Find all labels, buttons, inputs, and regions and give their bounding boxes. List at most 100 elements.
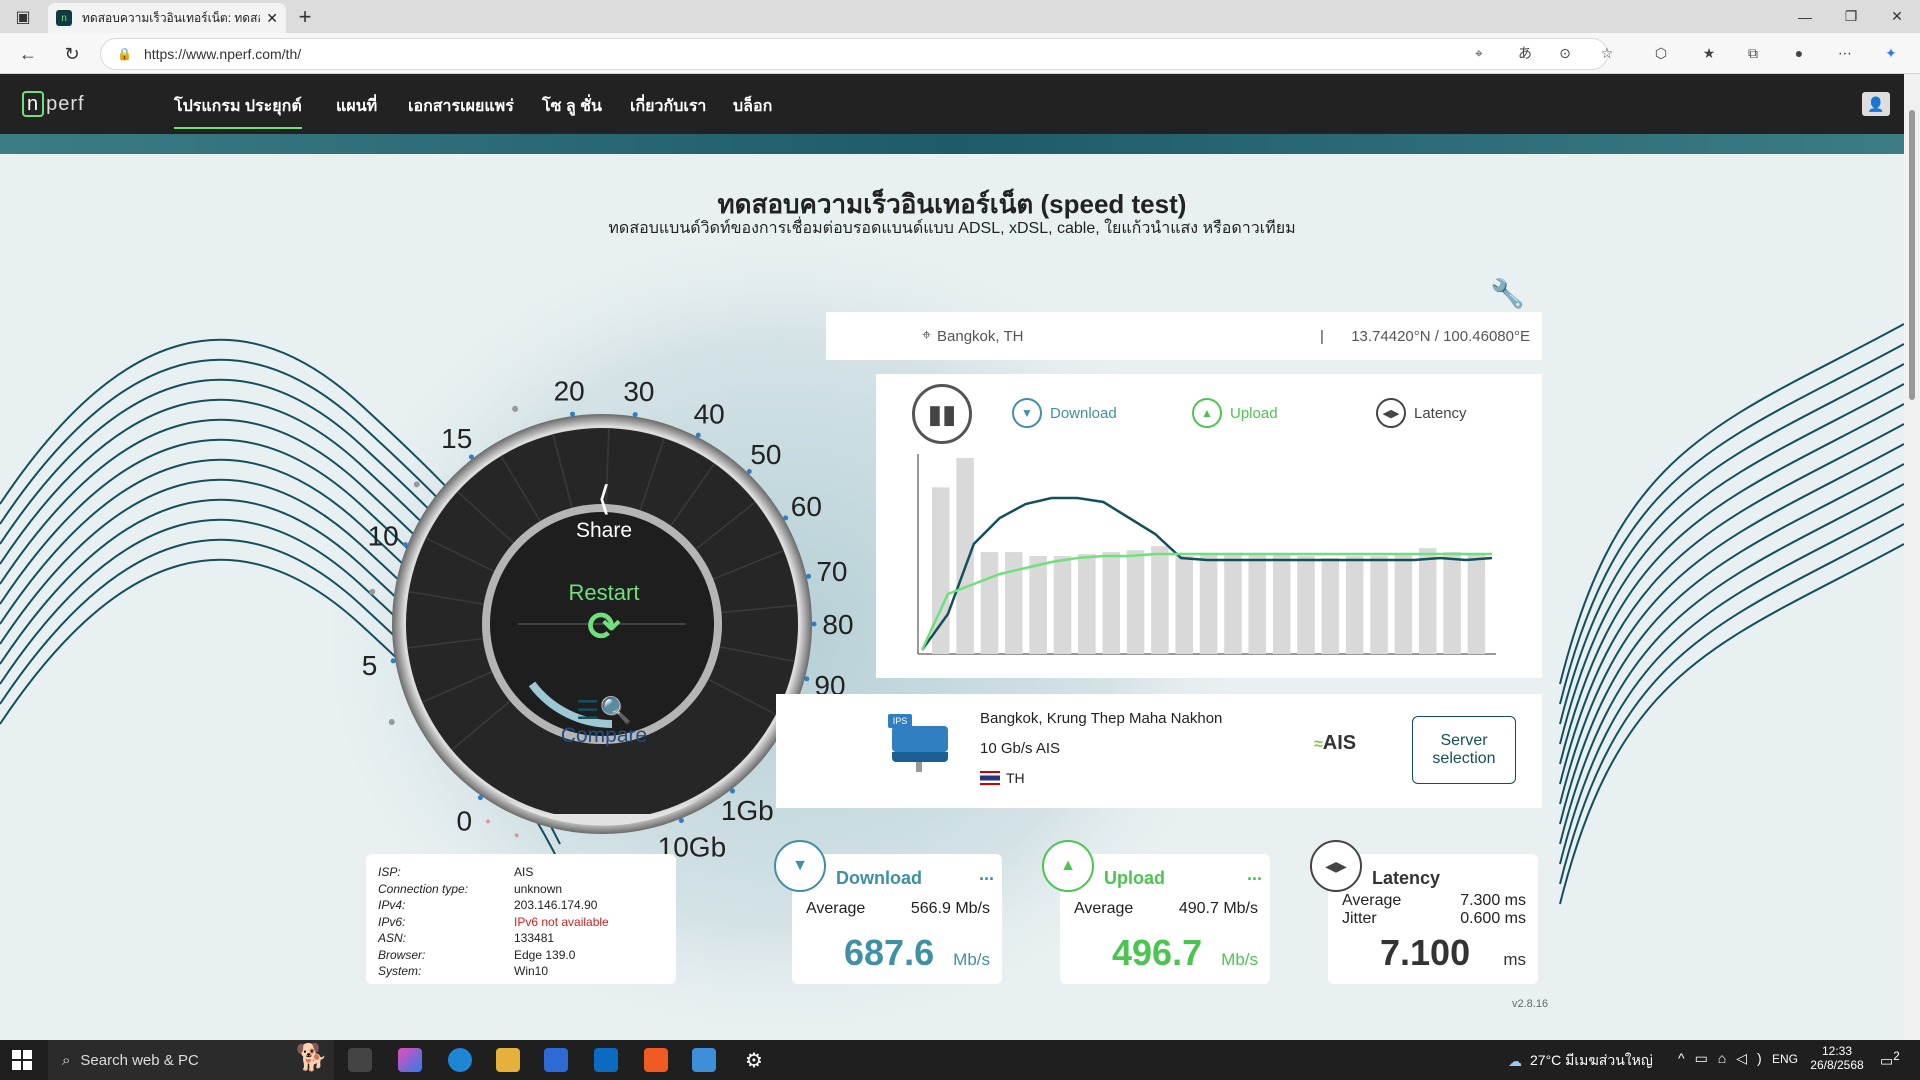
nperf-logo[interactable]: n perf: [22, 91, 85, 117]
header-band: [0, 134, 1904, 154]
compare-label: Compare: [560, 724, 648, 747]
compare-search-icon: ☰🔍: [576, 695, 632, 725]
gauge-segment-line: [712, 549, 785, 580]
more-icon[interactable]: ⋯: [1838, 44, 1852, 61]
collections-icon[interactable]: ⧉: [1748, 44, 1758, 61]
upload-unit: Mb/s: [1221, 950, 1258, 969]
close-window-icon[interactable]: ✕: [1891, 8, 1903, 24]
clock[interactable]: 12:33 26/8/2568: [1810, 1044, 1864, 1072]
chart-bar: [1248, 554, 1267, 654]
outlook-app-icon[interactable]: [594, 1048, 618, 1072]
chart-bar: [1029, 556, 1047, 654]
file-explorer-icon[interactable]: [496, 1048, 520, 1072]
refresh-icon[interactable]: ↻: [64, 43, 80, 64]
share-button[interactable]: ⟨ Share: [560, 479, 648, 543]
connection-value: IPv6 not available: [514, 914, 609, 929]
address-bar[interactable]: 🔒 https://www.nperf.com/th/: [100, 38, 1608, 70]
nperf-favicon-icon: n: [56, 10, 72, 26]
gauge-dot: [486, 819, 490, 824]
location-city: Bangkok, TH: [937, 327, 1024, 345]
profile-icon[interactable]: ●: [1794, 45, 1804, 61]
settings-gear-icon[interactable]: ⚙: [745, 1050, 763, 1072]
copilot-app-icon[interactable]: [398, 1048, 422, 1072]
minimize-icon[interactable]: —: [1798, 8, 1812, 25]
gauge-segment-line: [456, 491, 515, 544]
connection-value: Win10: [514, 964, 549, 979]
upload-avg: 490.7 Mb/s: [1178, 900, 1258, 917]
taskbar-search[interactable]: ⌕ Search web & PC 🐕: [48, 1040, 334, 1080]
wave-line-right: [1559, 543, 1904, 905]
language-indicator[interactable]: ENG: [1772, 1052, 1799, 1066]
edge-app-icon[interactable]: [448, 1048, 472, 1072]
upload-more-button[interactable]: ...: [1246, 864, 1262, 884]
legend-latency[interactable]: ◀▶ Latency: [1376, 398, 1467, 428]
ips-badge: IPS: [888, 714, 912, 728]
nav-blog[interactable]: บล็อก: [733, 98, 773, 115]
notification-icon[interactable]: ▭2: [1880, 1050, 1900, 1069]
server-panel: IPS Bangkok, Krung Thep Maha Nakhon 10 G…: [776, 694, 1542, 808]
favorites-icon[interactable]: ★: [1702, 44, 1716, 61]
upload-arrow-icon: ▲: [1192, 398, 1222, 428]
gauge-label: 15: [441, 423, 472, 454]
brave-app-icon[interactable]: [644, 1048, 668, 1072]
new-tab-icon[interactable]: +: [298, 4, 312, 29]
translate-icon[interactable]: あ: [1518, 45, 1532, 61]
gauge-dot: [512, 405, 519, 412]
browser-toolbar: ← ↻ 🔒 https://www.nperf.com/th/ ⌖ あ ⊙ ☆ …: [0, 33, 1920, 74]
gauge-tick: [390, 658, 396, 664]
nav-about[interactable]: เกี่ยวกับเรา: [630, 98, 707, 115]
store-app-icon[interactable]: [544, 1048, 568, 1072]
user-account-icon[interactable]: 👤: [1862, 92, 1890, 116]
connection-value: 203.146.174.90: [514, 898, 598, 913]
back-icon[interactable]: ←: [19, 43, 37, 64]
nav-solutions[interactable]: โซ ลู ชั่น: [542, 98, 602, 115]
server-selection-button[interactable]: Server selection: [1412, 716, 1516, 784]
legend-upload[interactable]: ▲ Upload: [1192, 398, 1278, 428]
speed-gauge: 05101520304050607080901001Gb10Gb: [362, 375, 854, 862]
gauge-tick: [632, 412, 638, 418]
weather-widget[interactable]: ☁ 27°C มีเมฆส่วนใหญ่: [1508, 1050, 1653, 1072]
chart-bar: [1467, 554, 1486, 654]
scrollbar-thumb[interactable]: [1909, 110, 1915, 400]
nav-publications[interactable]: เอกสารเผยแพร่: [408, 98, 514, 115]
legend-download[interactable]: ▼ Download: [1012, 398, 1117, 428]
compare-button[interactable]: ☰🔍 Compare: [550, 696, 658, 748]
task-view-icon[interactable]: [348, 1048, 372, 1072]
gauge-label: 70: [816, 556, 847, 587]
wave-line-right: [1559, 363, 1904, 725]
chart-bar: [956, 458, 974, 654]
nav-map[interactable]: แผนที่: [336, 98, 378, 115]
progress-arc: [528, 681, 613, 728]
page-scrollbar[interactable]: [1904, 74, 1920, 1040]
download-result-icon: ▼: [774, 840, 826, 892]
close-tab-icon[interactable]: ✕: [266, 9, 278, 26]
wrench-settings-icon[interactable]: 🔧: [1490, 278, 1525, 309]
connection-row: IPv4: 203.146.174.90: [378, 897, 664, 914]
gauge-tick: [746, 468, 752, 474]
restart-button[interactable]: Restart ⟳: [550, 580, 658, 648]
remote-app-icon[interactable]: [692, 1048, 716, 1072]
connection-info: ISP: AIS Connection type: unknown IPv4: 203.1…: [366, 854, 676, 984]
tab-actions-icon[interactable]: ▣: [15, 9, 31, 26]
gauge-tick: [695, 432, 701, 438]
location-icon[interactable]: ⌖: [1475, 44, 1483, 61]
system-tray-icons[interactable]: ^▭⌂◁): [1678, 1050, 1772, 1066]
tracking-icon[interactable]: ⊙: [1559, 44, 1571, 61]
gauge-segment-line: [451, 700, 511, 751]
browser-tab[interactable]: n ทดสอบความเร็วอินเทอร์เน็ต: ทดสอบก ✕: [48, 3, 286, 33]
nav-apps[interactable]: โปรแกรม ประยุกต์: [174, 94, 302, 129]
favorite-star-icon[interactable]: ☆: [1600, 44, 1614, 61]
start-icon[interactable]: [12, 1050, 32, 1070]
speed-chart: [917, 454, 1496, 655]
download-more-button[interactable]: ...: [978, 864, 994, 884]
gauge-dot: [369, 588, 376, 595]
extensions-icon[interactable]: ⬡: [1654, 44, 1668, 61]
chart-bar-icon[interactable]: ▮▮: [912, 384, 972, 444]
connection-row: ASN: 133481: [378, 930, 664, 947]
download-avg-label: Average: [806, 900, 866, 917]
copilot-icon[interactable]: ✦: [1885, 44, 1897, 61]
chart-bar: [1297, 556, 1315, 654]
restore-icon[interactable]: ❐: [1844, 8, 1858, 24]
download-title: Download: [836, 868, 922, 888]
compare-sector: [505, 800, 699, 826]
